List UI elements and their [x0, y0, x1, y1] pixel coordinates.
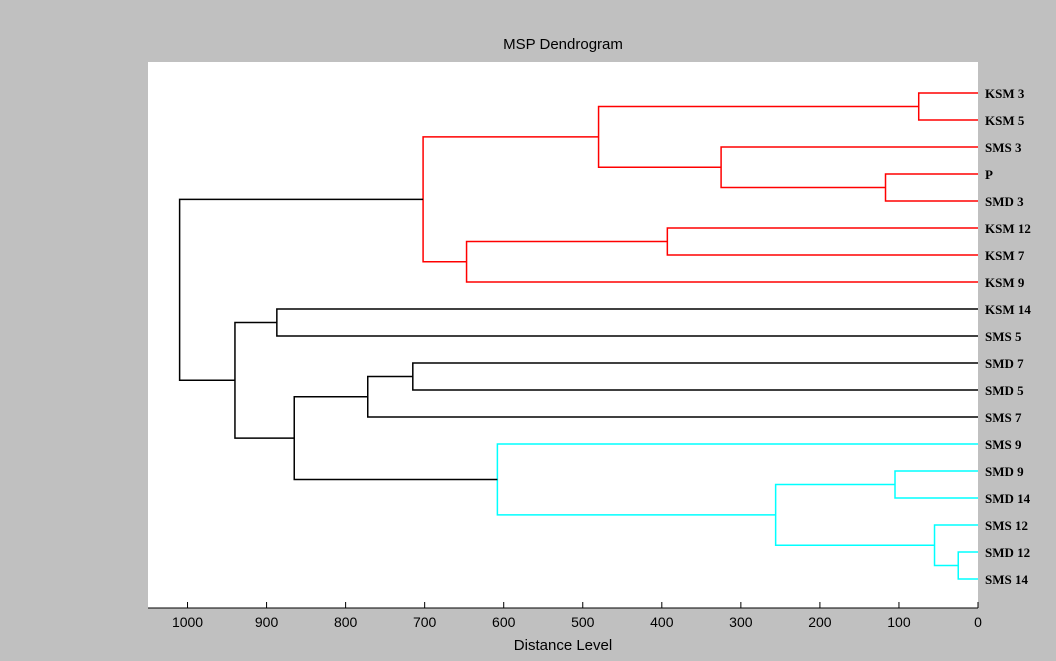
x-tick-label: 100 — [887, 614, 911, 630]
leaf-label: SMD 9 — [985, 464, 1024, 479]
leaf-label: SMD 7 — [985, 356, 1024, 371]
leaf-label: SMS 14 — [985, 572, 1028, 587]
leaf-label: KSM 12 — [985, 221, 1031, 236]
x-tick-label: 600 — [492, 614, 516, 630]
dendrogram-link — [465, 240, 978, 283]
leaf-label: KSM 9 — [985, 275, 1025, 290]
leaf-labels: KSM 3 KSM 5 SMS 3 P SMD 3 KSM 12 KSM 7 KSM 9 KSM… — [985, 86, 1031, 587]
leaf-label: SMD 3 — [985, 194, 1024, 209]
x-tick-label: 300 — [729, 614, 753, 630]
x-axis-label: Distance Level — [513, 637, 613, 654]
leaf-label: SMS 5 — [985, 329, 1022, 344]
x-tick-label: 800 — [334, 614, 358, 630]
dendrogram-link — [276, 308, 978, 337]
dendrogram-link — [412, 362, 978, 391]
x-tick-label: 200 — [808, 614, 832, 630]
dendrogram-link — [933, 524, 978, 567]
x-tick-label: 700 — [413, 614, 437, 630]
leaf-label: KSM 3 — [985, 86, 1025, 101]
x-tick-label: 500 — [571, 614, 595, 630]
leaf-label: KSM 5 — [985, 113, 1025, 128]
leaf-label: SMS 9 — [985, 437, 1022, 452]
leaf-label: SMS 12 — [985, 518, 1028, 533]
x-tick-label: 1000 — [172, 614, 203, 630]
leaf-label: SMD 12 — [985, 545, 1030, 560]
leaf-label: SMD 14 — [985, 491, 1031, 506]
dendrogram-link — [422, 136, 599, 263]
x-tick-label: 0 — [974, 614, 982, 630]
leaf-label: KSM 14 — [985, 302, 1031, 317]
plot-area — [148, 62, 978, 608]
dendrogram-links — [178, 92, 978, 580]
chart-title: MSP Dendrogram — [503, 36, 623, 53]
dendrogram-link — [666, 227, 978, 256]
x-tick-label: 900 — [255, 614, 279, 630]
dendrogram-link — [178, 198, 424, 382]
x-axis-ticks: 1000 900 800 700 600 500 400 300 200 100 0 — [172, 602, 982, 630]
leaf-label: P — [985, 167, 993, 182]
leaf-label: KSM 7 — [985, 248, 1025, 263]
x-tick-label: 400 — [650, 614, 674, 630]
leaf-label: SMD 5 — [985, 383, 1024, 398]
leaf-label: SMS 7 — [985, 410, 1022, 425]
leaf-label: SMS 3 — [985, 140, 1022, 155]
